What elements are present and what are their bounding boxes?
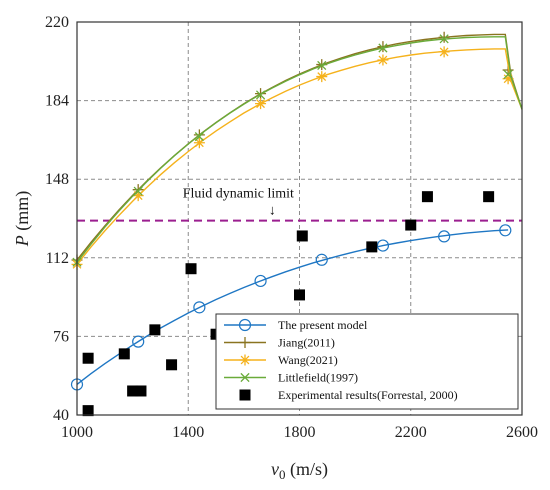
legend-marker xyxy=(238,318,252,332)
data-point xyxy=(194,132,204,142)
legend-label: Experimental results(Forrestal, 2000) xyxy=(278,388,458,402)
legend: The present model Jiang(2011) Wang(2021) Li… xyxy=(215,313,519,410)
legend-item: The present model xyxy=(224,318,368,332)
data-point xyxy=(193,137,205,149)
data-point xyxy=(502,73,514,85)
series-line xyxy=(76,36,523,263)
series-2 xyxy=(71,46,523,270)
x-tick-label: 2600 xyxy=(506,424,538,441)
y-tick-label: 40 xyxy=(53,407,69,424)
data-point xyxy=(503,69,513,79)
data-point xyxy=(118,348,130,360)
data-point xyxy=(193,301,206,314)
data-point xyxy=(317,60,327,71)
legend-label: Littlefield(1997) xyxy=(278,371,358,385)
x-tick-label: 1400 xyxy=(172,424,204,441)
data-point xyxy=(82,352,94,364)
series-0 xyxy=(70,224,512,391)
data-point xyxy=(316,71,328,83)
series-4 xyxy=(82,191,495,417)
y-axis-label: P (mm) xyxy=(12,191,33,248)
annotation-arrow: ↓ xyxy=(269,204,276,219)
data-point xyxy=(135,385,147,397)
y-tick-label: 76 xyxy=(53,328,69,345)
data-point xyxy=(438,31,450,43)
data-point xyxy=(132,335,145,348)
plot-border xyxy=(76,21,523,416)
x-axis-label-unit: (m/s) xyxy=(286,459,329,480)
data-point xyxy=(483,191,495,203)
data-point xyxy=(315,253,328,266)
data-point xyxy=(149,324,161,336)
series-1 xyxy=(71,31,523,266)
x-axis-label: v0 (m/s) xyxy=(271,459,328,482)
legend-item: Wang(2021) xyxy=(224,353,338,367)
data-point xyxy=(255,90,266,100)
series-line xyxy=(76,48,523,265)
data-point xyxy=(499,224,512,237)
data-point xyxy=(127,385,139,397)
legend-marker xyxy=(239,389,251,401)
legend-label: The present model xyxy=(278,318,368,332)
legend-item: Littlefield(1997) xyxy=(224,371,358,385)
x-axis-label-main: v xyxy=(271,459,279,479)
legend-marker xyxy=(240,372,250,383)
legend-item: Experimental results(Forrestal, 2000) xyxy=(239,388,458,402)
series-3 xyxy=(72,34,523,267)
data-point xyxy=(294,289,305,301)
x-tick-label: 1000 xyxy=(61,424,93,441)
grid-lines xyxy=(77,22,522,415)
legend-marker xyxy=(239,354,251,366)
x-axis-label-sub: 0 xyxy=(279,467,286,482)
data-point xyxy=(405,219,417,231)
data-point xyxy=(254,274,267,288)
data-point xyxy=(378,43,388,53)
data-point xyxy=(132,190,144,202)
data-point xyxy=(166,359,178,371)
legend-label: Wang(2021) xyxy=(278,353,338,367)
y-tick-label: 184 xyxy=(45,93,69,110)
y-axis-label-unit: (mm) xyxy=(12,191,33,236)
y-tick-label: 148 xyxy=(45,171,69,188)
series-layer xyxy=(70,31,523,417)
data-point xyxy=(296,230,308,242)
legend-label: Jiang(2011) xyxy=(278,336,335,350)
y-tick-label: 220 xyxy=(45,14,69,31)
legend-item: Jiang(2011) xyxy=(224,336,335,350)
data-point xyxy=(439,34,449,44)
data-point xyxy=(185,263,197,275)
data-point xyxy=(421,191,433,203)
legend-marker xyxy=(239,337,251,348)
data-point xyxy=(82,405,94,417)
data-point xyxy=(255,98,267,110)
data-point xyxy=(438,46,450,58)
data-point xyxy=(376,239,390,252)
data-point xyxy=(438,230,451,243)
data-point xyxy=(377,54,389,66)
x-tick-label: 1800 xyxy=(284,424,316,441)
data-point xyxy=(133,186,143,196)
tick-labels: 1000 1400 1800 2200 2600 40 76 112 148 184 220 xyxy=(45,14,538,441)
series-line xyxy=(76,229,509,385)
data-point xyxy=(366,241,378,253)
legend-box xyxy=(215,313,519,410)
plot-frame xyxy=(76,21,523,416)
annotation-fluid-limit: Fluid dynamic limit xyxy=(183,187,294,202)
y-axis-label-main: P xyxy=(12,235,32,247)
y-tick-label: 112 xyxy=(46,250,69,267)
x-tick-label: 2200 xyxy=(395,424,427,441)
